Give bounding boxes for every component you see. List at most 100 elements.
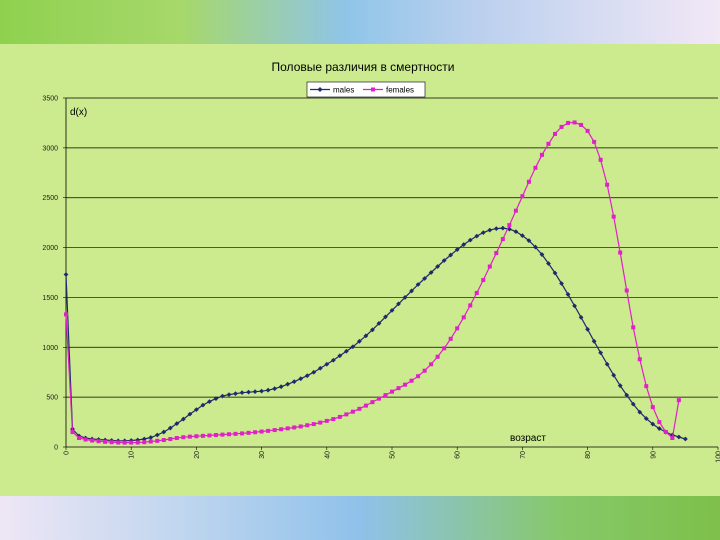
bottom-decorative-band: [0, 496, 720, 540]
data-point-females-24: [220, 432, 225, 437]
x-tick-labels: 0 10 20 30 40 50 60 70 80 90 100: [64, 447, 720, 463]
data-point-females-10: [129, 440, 134, 445]
data-point-males-19: [187, 411, 193, 417]
data-point-males-20: [194, 407, 199, 413]
data-point-females-6: [103, 439, 108, 444]
data-point-females-31: [266, 428, 271, 433]
data-point-females-49: [383, 393, 388, 398]
data-point-females-77: [566, 120, 571, 125]
data-point-males-38: [311, 369, 317, 375]
x-tick-label-40: 40: [324, 451, 331, 459]
gridlines: [66, 97, 718, 398]
data-point-females-18: [181, 435, 186, 440]
data-point-females-35: [292, 425, 297, 430]
data-point-males-84: [611, 372, 617, 378]
data-point-females-60: [455, 326, 460, 331]
legend-males-label: males: [333, 86, 354, 95]
data-point-females-66: [494, 251, 499, 256]
data-point-males-61: [461, 242, 467, 247]
data-point-females-86: [624, 288, 629, 293]
data-point-males-64: [480, 230, 486, 236]
data-point-males-89: [643, 416, 649, 421]
data-point-females-4: [90, 438, 95, 443]
top-decorative-band: [0, 0, 720, 44]
data-point-females-67: [500, 237, 505, 242]
data-point-females-12: [142, 440, 147, 445]
data-point-females-48: [376, 396, 381, 401]
data-point-females-15: [161, 438, 166, 443]
data-point-males-67: [500, 225, 506, 231]
data-point-males-85: [617, 383, 623, 389]
data-point-males-44: [350, 344, 356, 350]
data-point-males-36: [298, 376, 304, 382]
data-point-females-75: [553, 131, 557, 136]
data-point-males-29: [252, 389, 258, 395]
data-point-females-25: [227, 432, 231, 437]
data-point-females-29: [253, 430, 258, 435]
x-tick-label-30: 30: [259, 451, 266, 459]
y-tick-label-500: 500: [46, 395, 58, 402]
data-point-males-0: [63, 272, 69, 277]
data-point-females-39: [318, 420, 323, 425]
data-point-females-56: [429, 362, 434, 367]
data-point-males-25: [226, 392, 232, 398]
data-point-males-14: [154, 432, 160, 438]
data-point-males-23: [213, 396, 219, 402]
data-point-males-16: [167, 425, 173, 431]
data-point-females-33: [279, 427, 284, 432]
data-point-females-45: [357, 406, 362, 411]
data-point-females-17: [174, 436, 179, 441]
chart-area: [0, 44, 720, 496]
data-point-males-31: [265, 387, 271, 393]
data-point-males-76: [559, 281, 564, 286]
data-point-females-34: [285, 426, 290, 431]
data-point-males-83: [604, 361, 610, 367]
data-point-males-56: [428, 270, 434, 275]
x-axis-label: возраст: [510, 433, 546, 444]
data-point-males-15: [161, 429, 167, 435]
data-point-males-45: [357, 338, 362, 344]
data-point-females-93: [670, 436, 675, 441]
x-tick-label-100: 100: [716, 451, 720, 463]
data-point-females-79: [579, 122, 584, 127]
data-point-females-19: [187, 434, 192, 439]
data-point-males-54: [415, 282, 421, 287]
data-point-males-17: [174, 421, 180, 426]
x-tick-label-70: 70: [520, 451, 527, 459]
data-point-females-70: [520, 194, 525, 199]
data-point-males-77: [565, 292, 571, 297]
data-point-females-28: [246, 430, 251, 435]
data-point-males-41: [330, 357, 336, 363]
data-point-males-62: [467, 237, 473, 243]
y-tick-label-1000: 1000: [42, 345, 58, 352]
data-point-males-48: [376, 320, 382, 326]
data-point-females-38: [311, 422, 316, 427]
data-point-females-5: [96, 439, 101, 444]
data-point-females-7: [109, 440, 114, 445]
data-point-males-66: [493, 226, 499, 232]
data-point-females-1: [70, 430, 75, 435]
data-point-males-52: [402, 295, 408, 300]
data-point-females-9: [122, 440, 127, 445]
data-point-males-49: [383, 314, 388, 320]
data-point-males-40: [324, 361, 330, 367]
data-point-females-54: [416, 374, 421, 379]
data-point-females-0: [64, 312, 68, 317]
data-point-females-85: [618, 250, 623, 255]
y-tick-label-3000: 3000: [42, 145, 58, 152]
data-point-females-11: [135, 440, 140, 445]
y-tick-label-1500: 1500: [42, 295, 58, 302]
chart-title: Половые различия в смертности: [272, 60, 455, 74]
data-point-males-51: [396, 301, 401, 307]
data-point-females-8: [116, 440, 121, 445]
data-point-males-59: [448, 252, 454, 258]
data-point-females-78: [572, 120, 577, 125]
data-point-females-59: [448, 336, 453, 341]
data-point-females-63: [474, 290, 479, 295]
data-point-males-50: [389, 307, 395, 313]
data-point-females-41: [331, 417, 336, 422]
data-point-males-94: [676, 434, 682, 440]
data-point-females-73: [539, 152, 544, 157]
data-point-females-50: [390, 389, 394, 394]
